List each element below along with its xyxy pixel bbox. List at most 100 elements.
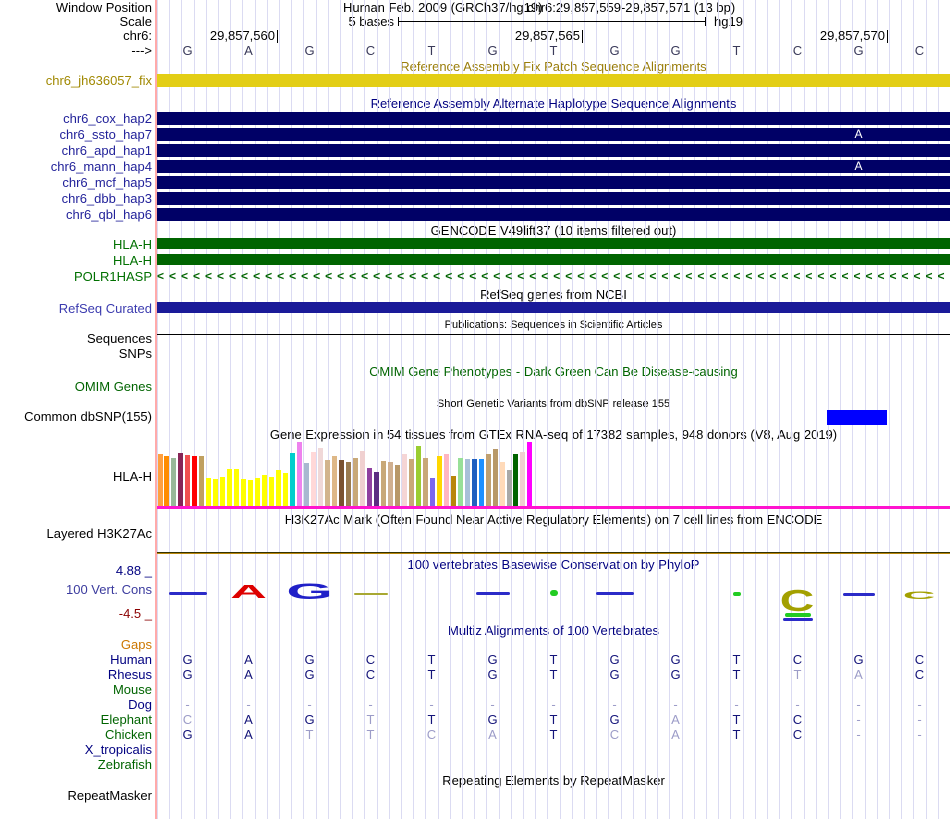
gtex-tissue-bar[interactable] — [276, 470, 282, 506]
gtex-tissue-bar[interactable] — [304, 463, 310, 506]
track-label-4-88-[interactable]: 4.88 _ — [115, 563, 152, 578]
track-label-layered-h3k27ac[interactable]: Layered H3K27Ac — [46, 526, 152, 541]
gtex-tissue-bar[interactable] — [520, 452, 526, 506]
gtex-tissue-bar[interactable] — [248, 480, 254, 506]
track-label-chr6-ssto-hap7[interactable]: chr6_ssto_hap7 — [59, 127, 152, 142]
gtex-tissue-bar[interactable] — [387, 462, 393, 506]
species-label-chicken[interactable]: Chicken — [105, 727, 152, 742]
gtex-tissue-bar[interactable] — [220, 477, 226, 506]
track-label--[interactable]: ---> — [131, 43, 152, 58]
track-label-chr6-mcf-hap5[interactable]: chr6_mcf_hap5 — [62, 175, 152, 190]
gtex-tissue-bar[interactable] — [199, 456, 205, 506]
dbsnp-item-box[interactable] — [827, 410, 887, 425]
hap-dbb-bar[interactable] — [157, 192, 950, 205]
track-label-chr6-jh636057-fix[interactable]: chr6_jh636057_fix — [45, 73, 152, 88]
gtex-tissue-bar[interactable] — [234, 469, 240, 506]
gtex-tissue-bar[interactable] — [527, 442, 533, 506]
gtex-tissue-bar[interactable] — [290, 453, 296, 506]
gtex-tissue-bar[interactable] — [464, 459, 470, 506]
gtex-tissue-bar[interactable] — [192, 456, 198, 506]
fix-patch-bar[interactable] — [157, 74, 950, 87]
gtex-tissue-bar[interactable] — [227, 469, 233, 506]
gtex-tissue-bar[interactable] — [478, 459, 484, 506]
gtex-tissue-bar[interactable] — [311, 452, 317, 506]
hap-mcf-bar[interactable] — [157, 176, 950, 189]
track-label-sequences[interactable]: Sequences — [86, 331, 152, 346]
gtex-tissue-bar[interactable] — [262, 475, 268, 506]
gtex-tissue-bar[interactable] — [422, 458, 428, 506]
gtex-tissue-bar[interactable] — [269, 477, 275, 506]
track-label-repeatmasker[interactable]: RepeatMasker — [67, 788, 152, 803]
gtex-tissue-bar[interactable] — [213, 479, 219, 506]
gtex-tissue-bar[interactable] — [345, 462, 351, 506]
hap-apd-bar[interactable] — [157, 144, 950, 157]
gtex-tissue-bar[interactable] — [366, 468, 372, 506]
track-label-hla-h[interactable]: HLA-H — [112, 237, 152, 252]
hla-h-bar-2[interactable] — [157, 254, 950, 265]
gtex-tissue-bar[interactable] — [401, 454, 407, 506]
hap-ssto-bar[interactable] — [157, 128, 950, 141]
track-label-refseq-curated[interactable]: RefSeq Curated — [58, 301, 152, 316]
species-label-human[interactable]: Human — [110, 652, 152, 667]
gtex-tissue-bar[interactable] — [380, 461, 386, 506]
gtex-tissue-bar[interactable] — [513, 454, 519, 506]
gtex-tissue-bar[interactable] — [338, 460, 344, 506]
gtex-tissue-bar[interactable] — [436, 456, 442, 506]
gtex-tissue-bar[interactable] — [359, 451, 365, 506]
gtex-tissue-bar[interactable] — [443, 454, 449, 506]
track-label-chr6-apd-hap1[interactable]: chr6_apd_hap1 — [61, 143, 152, 158]
hap-qbl-bar[interactable] — [157, 208, 950, 221]
gtex-tissue-bar[interactable] — [164, 456, 170, 506]
species-label-x_tropicalis[interactable]: X_tropicalis — [84, 742, 152, 757]
track-label-chr6-mann-hap4[interactable]: chr6_mann_hap4 — [50, 159, 152, 174]
species-label-elephant[interactable]: Elephant — [100, 712, 152, 727]
gtex-tissue-bar[interactable] — [492, 449, 498, 506]
refseq-curated-bar[interactable] — [157, 302, 950, 313]
track-label-snps[interactable]: SNPs — [118, 346, 152, 361]
hap-mann-bar[interactable] — [157, 160, 950, 173]
gtex-tissue-bar[interactable] — [471, 459, 477, 506]
gtex-tissue-bar[interactable] — [373, 472, 379, 506]
track-label-chr6-dbb-hap3[interactable]: chr6_dbb_hap3 — [61, 191, 152, 206]
species-label-dog[interactable]: Dog — [128, 697, 152, 712]
track-label-omim-genes[interactable]: OMIM Genes — [74, 379, 152, 394]
hla-h-bar-1[interactable] — [157, 238, 950, 249]
gtex-tissue-bar[interactable] — [297, 442, 303, 506]
gtex-tissue-bar[interactable] — [457, 458, 463, 506]
gtex-tissue-bar[interactable] — [429, 478, 435, 506]
gtex-tissue-bar[interactable] — [408, 459, 414, 506]
species-label-rhesus[interactable]: Rhesus — [107, 667, 152, 682]
track-label-chr6-qbl-hap6[interactable]: chr6_qbl_hap6 — [65, 207, 152, 222]
gtex-tissue-bar[interactable] — [332, 456, 337, 506]
track-label-polr1hasp[interactable]: POLR1HASP — [73, 269, 152, 284]
species-label-mouse[interactable]: Mouse — [112, 682, 152, 697]
track-label-common-dbsnp-155-[interactable]: Common dbSNP(155) — [24, 409, 152, 424]
polr1hasp-strand-arrows[interactable]: <<<<<<<<<<<<<<<<<<<<<<<<<<<<<<<<<<<<<<<<… — [157, 270, 950, 282]
track-label-window-position[interactable]: Window Position — [55, 0, 152, 15]
gtex-tissue-bar[interactable] — [206, 478, 212, 506]
species-label-gaps[interactable]: Gaps — [120, 637, 152, 652]
gtex-tissue-bar[interactable] — [171, 458, 177, 506]
gtex-tissue-bar[interactable] — [178, 453, 184, 506]
gtex-tissue-bar[interactable] — [325, 460, 331, 506]
gtex-tissue-bar[interactable] — [255, 478, 261, 506]
gtex-tissue-bar[interactable] — [157, 454, 163, 506]
gtex-tissue-bar[interactable] — [318, 448, 324, 506]
track-label--4-5-[interactable]: -4.5 _ — [118, 606, 152, 621]
gtex-tissue-bar[interactable] — [506, 470, 512, 506]
gtex-tissue-bar[interactable] — [352, 458, 358, 506]
gtex-tissue-bar[interactable] — [283, 473, 289, 506]
hap-cox-bar[interactable] — [157, 112, 950, 125]
gtex-tissue-bar[interactable] — [499, 462, 505, 506]
gtex-tissue-bar[interactable] — [450, 476, 456, 506]
species-label-zebrafish[interactable]: Zebrafish — [97, 757, 152, 772]
gtex-tissue-bar[interactable] — [485, 454, 491, 506]
track-label-chr6-[interactable]: chr6: — [123, 28, 152, 43]
gtex-tissue-bar[interactable] — [394, 465, 400, 506]
track-label-chr6-cox-hap2[interactable]: chr6_cox_hap2 — [63, 111, 152, 126]
track-label-100-vert-cons[interactable]: 100 Vert. Cons — [66, 582, 152, 597]
track-label-scale[interactable]: Scale — [119, 14, 152, 29]
gtex-tissue-bar[interactable] — [415, 446, 421, 506]
track-label-hla-h[interactable]: HLA-H — [112, 253, 152, 268]
gtex-tissue-bar[interactable] — [185, 455, 191, 506]
